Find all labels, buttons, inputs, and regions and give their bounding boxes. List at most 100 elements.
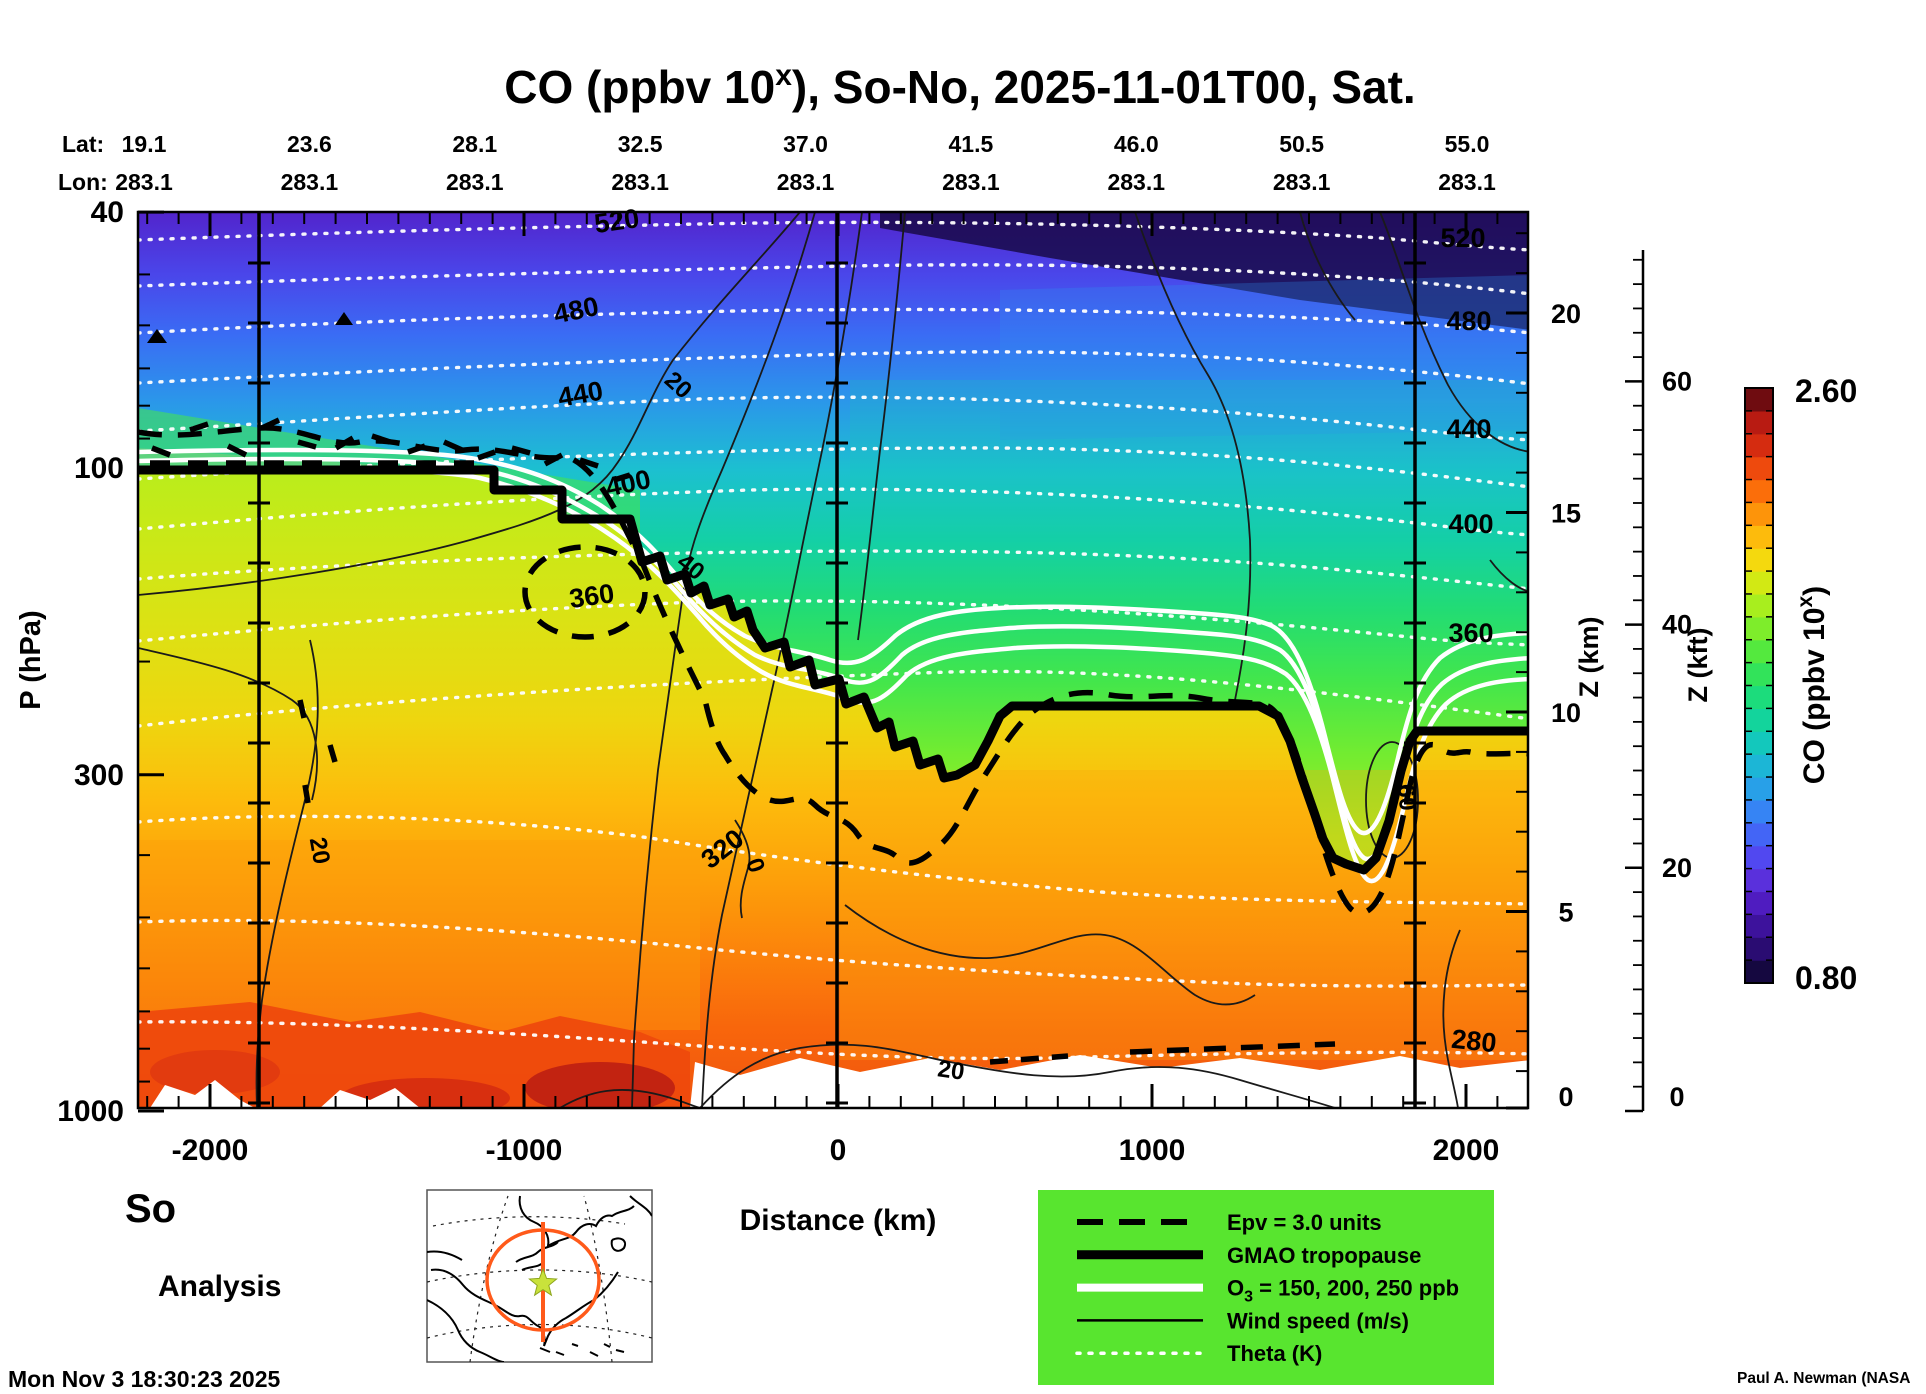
theta-contour-label: 400 [1448, 509, 1493, 539]
colorbar-segment [1745, 616, 1773, 641]
z-kft-tick-label: 40 [1662, 610, 1692, 640]
legend-label-wind: Wind speed (m/s) [1227, 1308, 1409, 1333]
colorbar-segment [1745, 891, 1773, 915]
pressure-tick-label: 40 [91, 196, 124, 229]
analysis-label: Analysis [158, 1270, 281, 1303]
colorbar-segment [1745, 799, 1773, 824]
map-coastline [427, 1195, 652, 1362]
lat-lon-columns: 19.1 283.1 23.6 283.1 28.1 283.1 32.5 283.1 37.0… [115, 131, 1496, 195]
colorbar-segment [1745, 433, 1773, 458]
colorbar-segment [1745, 593, 1773, 618]
colorbar-segment [1745, 937, 1773, 961]
wind-contour-label: 20 [304, 835, 335, 866]
colorbar-segment [1745, 456, 1773, 481]
lon-value: 283.1 [446, 169, 504, 195]
lon-value: 283.1 [1107, 169, 1165, 195]
epv-contour [138, 312, 1528, 1065]
colorbar-segment [1745, 777, 1773, 801]
theta-contour-label: 280 [1450, 1024, 1498, 1059]
distance-tick-label: -2000 [172, 1134, 249, 1167]
z-km-tick-labels: 20 15 10 5 0 [1551, 299, 1581, 1112]
distance-tick-label: 1000 [1119, 1134, 1186, 1167]
legend-label-epv: Epv = 3.0 units [1227, 1210, 1382, 1235]
legend: Epv = 3.0 units GMAO tropopause O3 = 150, … [1038, 1190, 1494, 1385]
lon-value: 283.1 [777, 169, 835, 195]
lon-value: 283.1 [281, 169, 339, 195]
pressure-tick-label: 100 [74, 452, 124, 485]
colorbar-segment [1745, 502, 1773, 526]
pressure-tick-label: 1000 [57, 1095, 124, 1128]
theta-contour-label: 520 [592, 203, 641, 239]
lat-value: 23.6 [287, 131, 332, 157]
z-km-tick-label: 0 [1558, 1082, 1573, 1112]
theta-contour-label: 440 [1446, 414, 1491, 444]
lon-value: 283.1 [942, 169, 1000, 195]
lat-value: 32.5 [618, 131, 663, 157]
theta-contour-label: 480 [1446, 306, 1491, 336]
colorbar-segment [1745, 868, 1773, 893]
page-title: CO (ppbv 10x), So-No, 2025-11-01T00, Sat… [504, 59, 1415, 113]
colorbar [1744, 387, 1774, 984]
credit: Paul A. Newman (NASA [1737, 1370, 1910, 1387]
distance-tick-label: -1000 [486, 1134, 563, 1167]
lon-value: 283.1 [115, 169, 173, 195]
lat-value: 41.5 [948, 131, 993, 157]
colorbar-segment [1745, 754, 1773, 778]
colorbar-segment [1745, 708, 1773, 732]
lat-value: 19.1 [122, 131, 167, 157]
lat-value: 46.0 [1114, 131, 1159, 157]
colorbar-segment [1745, 548, 1773, 572]
wind-contour-label: 60 [1392, 783, 1421, 812]
legend-item-wind: Wind speed (m/s) [1077, 1308, 1409, 1333]
co-filled-contour-field [138, 212, 1528, 1108]
lon-value: 283.1 [1273, 169, 1331, 195]
vertical-reference-lines [248, 212, 1426, 1108]
lat-row-label: Lat: [62, 131, 104, 157]
z-kft-tick-label: 60 [1662, 366, 1692, 396]
colorbar-segment [1745, 479, 1773, 504]
colorbar-segment [1745, 639, 1773, 664]
lat-value: 55.0 [1445, 131, 1490, 157]
plot-frame [136, 210, 1645, 1111]
legend-label-tropopause: GMAO tropopause [1227, 1243, 1421, 1268]
distance-tick-labels: -2000 -1000 0 1000 2000 [172, 1134, 1500, 1167]
colorbar-title: CO (ppbv 10x) [1794, 586, 1831, 784]
lat-value: 28.1 [452, 131, 497, 157]
map-inset [426, 1189, 653, 1363]
z-km-tick-label: 15 [1551, 499, 1581, 529]
distance-tick-label: 0 [830, 1134, 847, 1167]
colorbar-segment [1745, 525, 1773, 549]
timestamp: Mon Nov 3 18:30:23 2025 [8, 1366, 281, 1392]
colorbar-segment [1745, 410, 1773, 435]
colorbar-segment [1745, 731, 1773, 755]
z-kft-tick-labels: 60 40 20 0 [1662, 366, 1692, 1112]
z-km-tick-label: 5 [1558, 898, 1573, 928]
z-kft-tick-label: 0 [1669, 1082, 1684, 1112]
colorbar-segment [1745, 662, 1773, 687]
z-kft-axis-title: Z (kft) [1683, 628, 1713, 703]
lon-row-label: Lon: [58, 169, 108, 195]
legend-label-o3: O3 = 150, 200, 250 ppb [1227, 1276, 1459, 1306]
colorbar-segment [1745, 914, 1773, 938]
pressure-axis-title: P (hPa) [15, 610, 47, 709]
lat-value: 37.0 [783, 131, 828, 157]
axis-ticks [138, 210, 1643, 1113]
colorbar-segment [1745, 960, 1773, 984]
colorbar-segment [1745, 845, 1773, 870]
tropopause-line [138, 465, 1528, 875]
wind-contour-label: 20 [936, 1055, 966, 1085]
troposphere-region [138, 470, 1528, 1108]
z-km-axis-title: Z (km) [1574, 617, 1604, 698]
legend-label-theta: Theta (K) [1227, 1341, 1322, 1366]
map-range-circle [485, 1228, 601, 1332]
legend-item-tropopause: GMAO tropopause [1077, 1243, 1421, 1268]
south-endpoint-label: So [125, 1187, 176, 1231]
colorbar-max-label: 2.60 [1795, 373, 1857, 409]
pressure-tick-label: 300 [74, 759, 124, 792]
lat-value: 50.5 [1279, 131, 1324, 157]
theta-contour-label: 520 [1440, 223, 1485, 253]
distance-tick-label: 2000 [1433, 1134, 1500, 1167]
lon-value: 283.1 [611, 169, 669, 195]
